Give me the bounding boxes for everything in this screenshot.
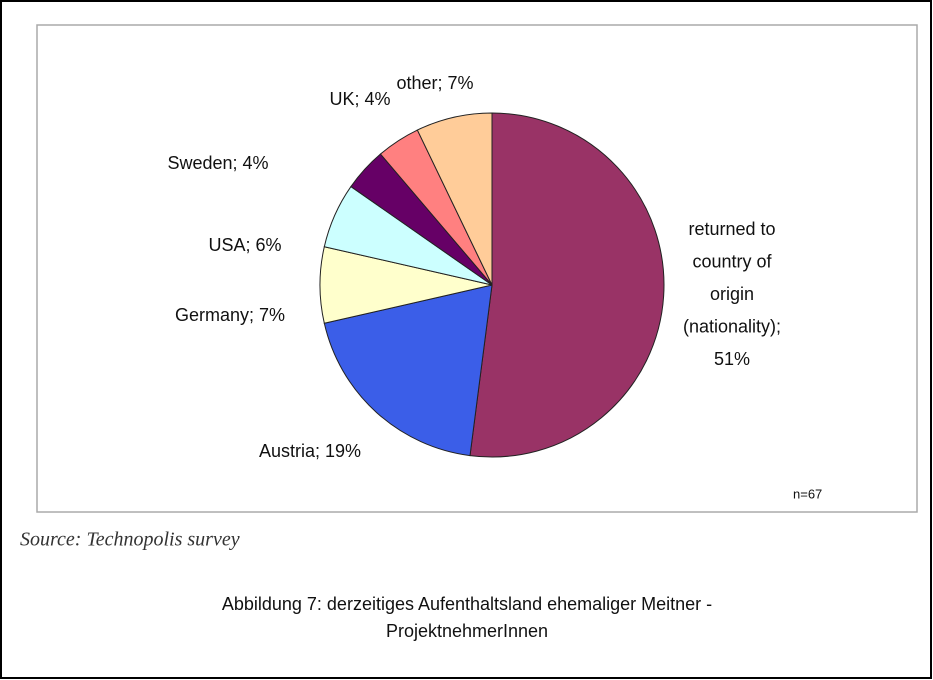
slice-label-line: 51% bbox=[714, 349, 750, 369]
slice-label: Sweden; 4% bbox=[167, 153, 268, 173]
caption-line: Abbildung 7: derzeitiges Aufenthaltsland… bbox=[222, 594, 712, 614]
pie-slice bbox=[469, 112, 665, 458]
slice-label-line: origin bbox=[710, 284, 754, 304]
slice-label: USA; 6% bbox=[208, 235, 281, 255]
slice-label-line: Austria; 19% bbox=[259, 441, 361, 461]
slice-label-line: other; 7% bbox=[396, 73, 473, 93]
pie-slice bbox=[416, 112, 493, 286]
slice-label-line: USA; 6% bbox=[208, 235, 281, 255]
source: Source: Technopolis survey bbox=[20, 529, 240, 551]
annotation: n=67 bbox=[793, 486, 822, 501]
slice-label: UK; 4% bbox=[329, 89, 390, 109]
slice-label-line: UK; 4% bbox=[329, 89, 390, 109]
slice-label-line: (nationality); bbox=[683, 316, 781, 336]
slice-label: Germany; 7% bbox=[175, 305, 285, 325]
caption-line: ProjektnehmerInnen bbox=[386, 621, 548, 641]
slice-label-line: returned to bbox=[688, 219, 775, 239]
slice-label: returned to country of origin (nationality)… bbox=[683, 219, 781, 369]
slice-label-line: country of bbox=[692, 251, 772, 271]
pie-slice bbox=[323, 284, 493, 457]
slice-label: Austria; 19% bbox=[259, 441, 361, 461]
slice-label-line: Germany; 7% bbox=[175, 305, 285, 325]
slice-label-line: Sweden; 4% bbox=[167, 153, 268, 173]
slice-label: other; 7% bbox=[396, 73, 473, 93]
